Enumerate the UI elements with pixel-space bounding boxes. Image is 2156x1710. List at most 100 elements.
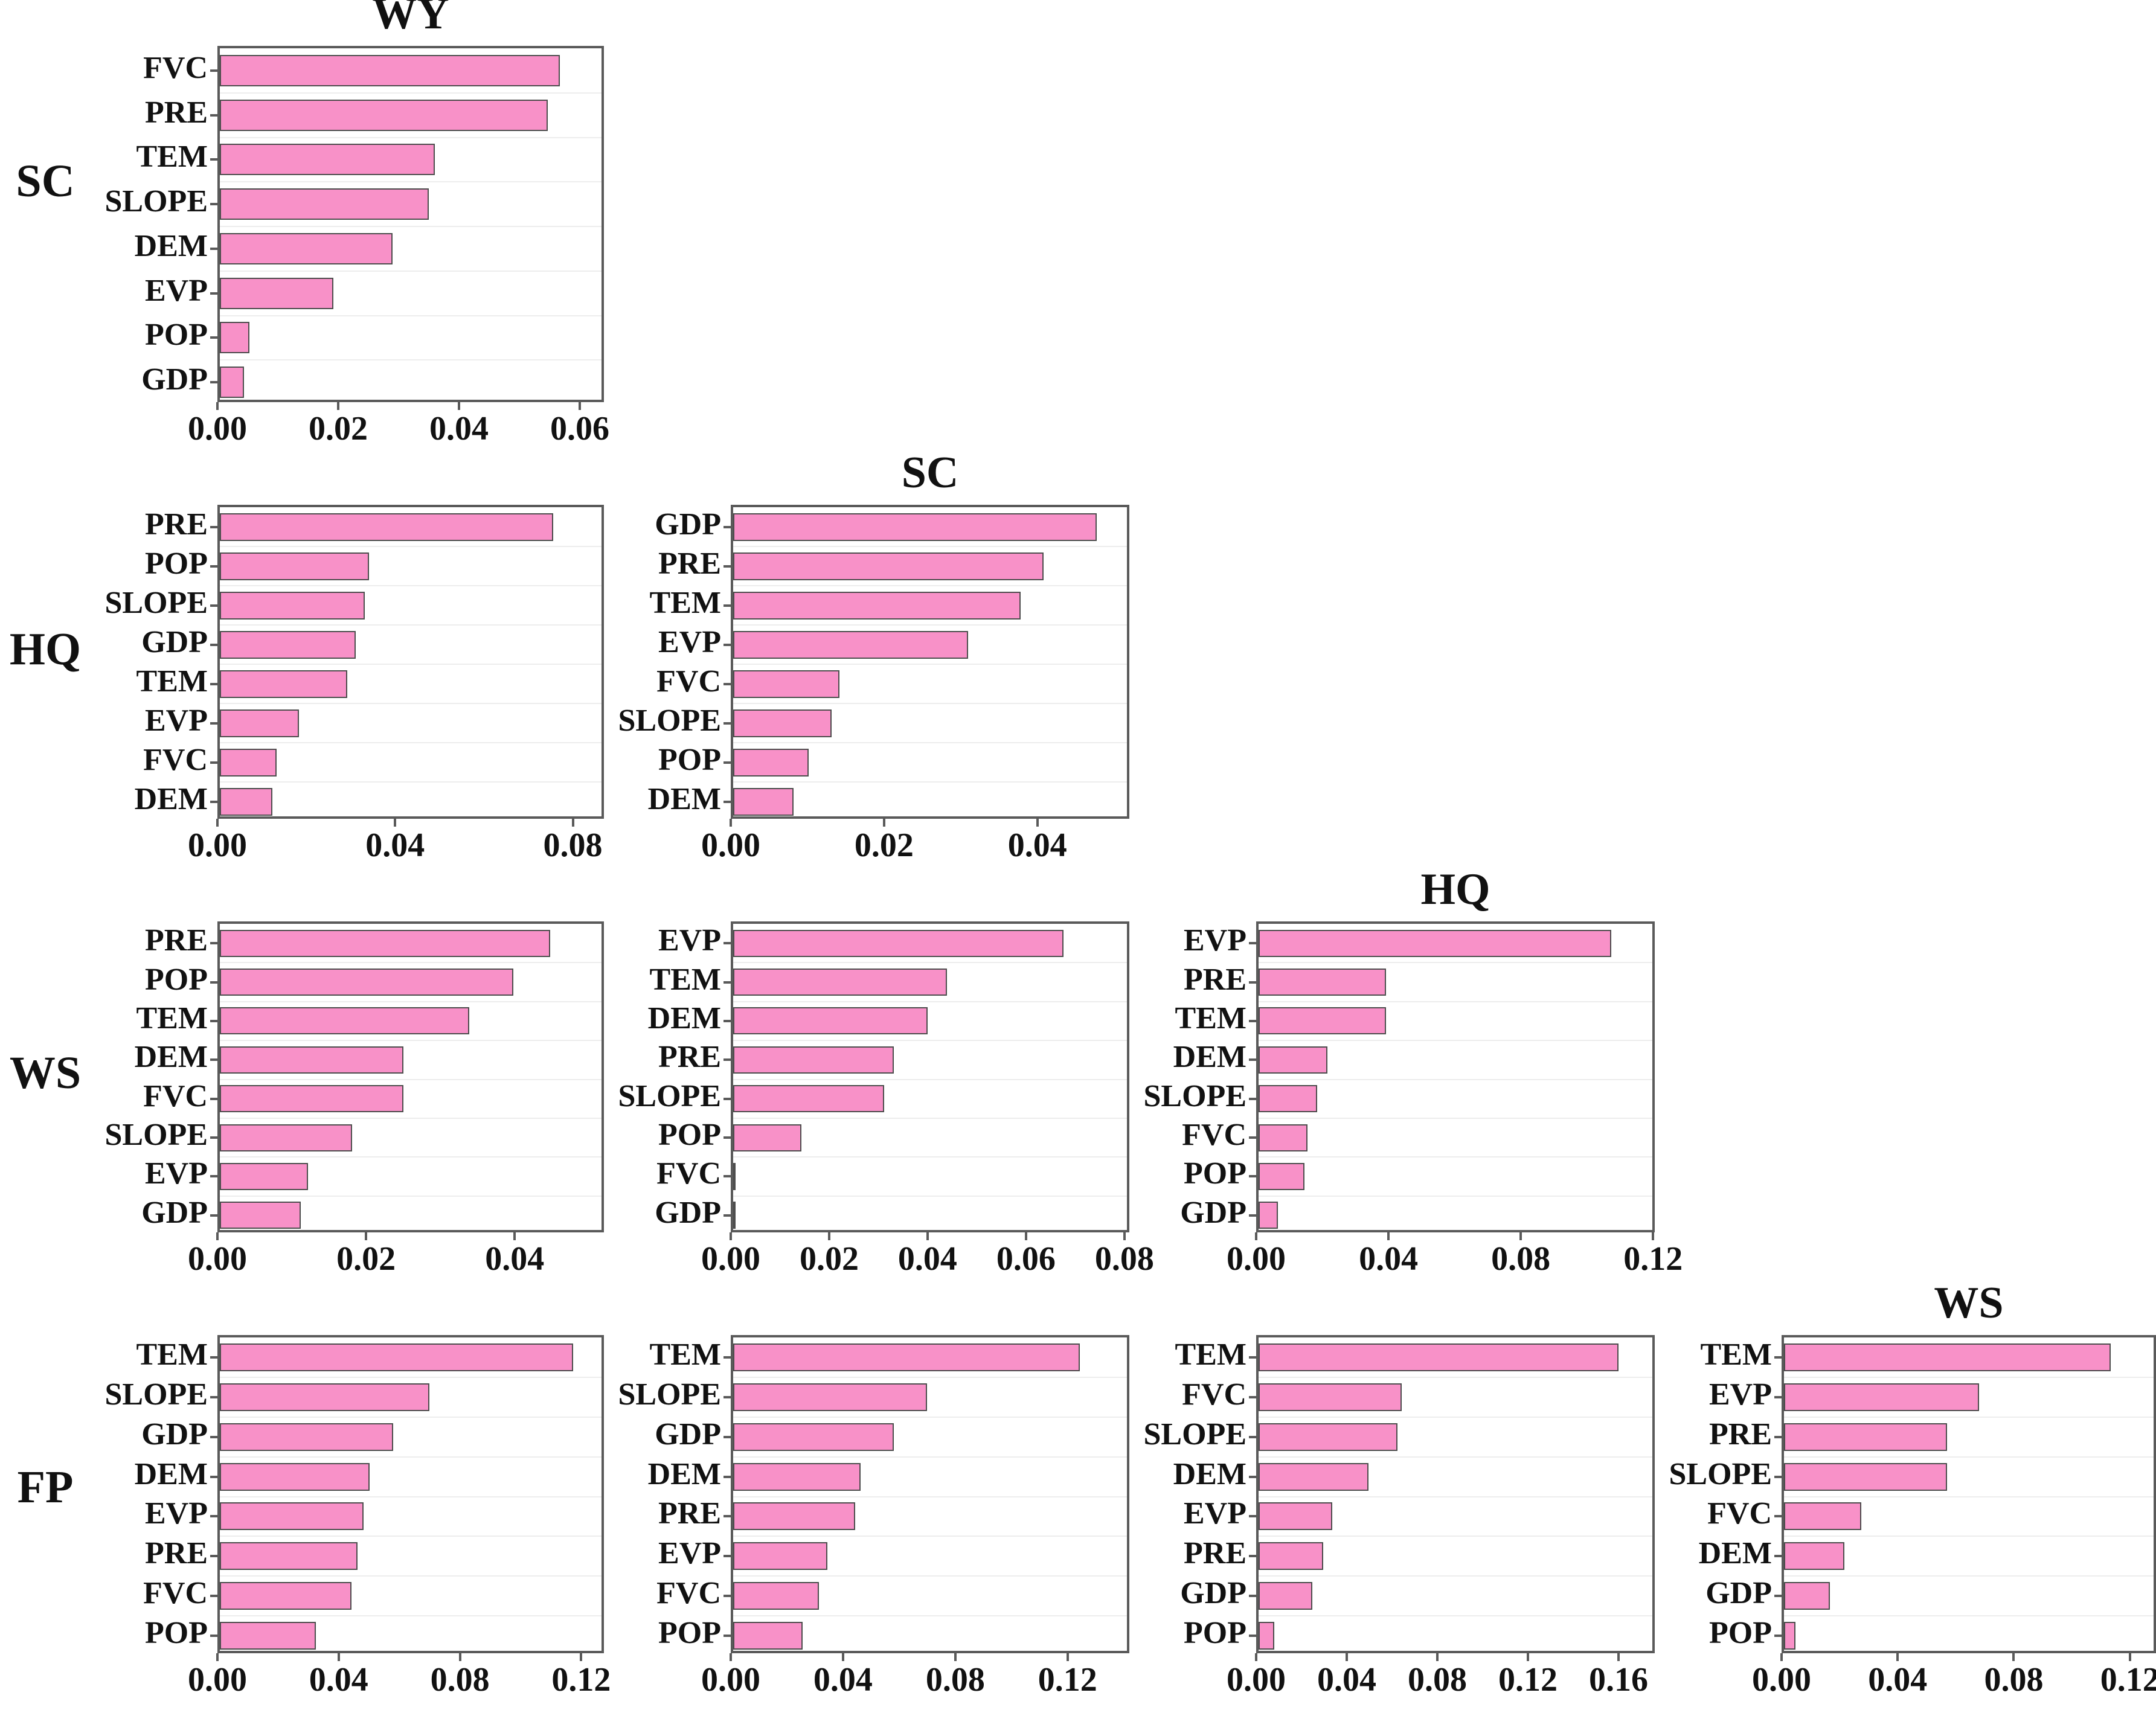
- plot-column: 0.00 0.04 0.08: [188, 505, 604, 873]
- y-axis-labels: EVP TEM DEM PRE SLOPE POP FVC GDP: [604, 921, 731, 1232]
- bar-fvc: [220, 55, 560, 86]
- gridline: [220, 546, 602, 547]
- x-tick-label: 0.02: [336, 1240, 396, 1278]
- chart-body: TEM EVP PRE SLOPE FVC DEM GDP POP 0.00 0.04 0.08 0.…: [1655, 1335, 2156, 1708]
- plot-column: 0.00 0.04 0.08 0.12: [1752, 1335, 2156, 1708]
- chart-body: TEM FVC SLOPE DEM EVP PRE GDP POP 0.00 0.04 0.08 0.…: [1129, 1335, 1655, 1708]
- category-label: SLOPE: [618, 703, 722, 738]
- y-axis-labels: PRE POP TEM DEM FVC SLOPE EVP GDP: [91, 921, 217, 1232]
- x-tick-label: 0.00: [1227, 1661, 1286, 1699]
- bar-dem: [220, 1046, 403, 1074]
- chart-body: EVP TEM DEM PRE SLOPE POP FVC GDP 0.00 0.02 0.04 0.…: [604, 921, 1154, 1287]
- x-axis: 0.00 0.04 0.08 0.12 0.16: [1227, 1653, 1655, 1708]
- plot-column: 0.00 0.02 0.04 0.06: [188, 46, 609, 456]
- category-label: GDP: [141, 1417, 208, 1452]
- plot-area: [723, 921, 1129, 1232]
- bar-pop: [1259, 1622, 1274, 1650]
- y-tick-mark: [723, 1214, 731, 1217]
- category-label: FVC: [1182, 1377, 1246, 1412]
- x-tick-mark: [926, 1232, 929, 1240]
- category-label: SLOPE: [104, 585, 208, 620]
- x-axis: 0.00 0.02 0.04: [188, 1232, 604, 1287]
- x-tick-mark: [579, 402, 581, 410]
- y-tick-mark: [1249, 1595, 1256, 1597]
- x-axis: 0.00 0.02 0.04 0.06: [188, 402, 609, 456]
- category-label: TEM: [1175, 1001, 1246, 1036]
- x-tick-mark: [1255, 1653, 1257, 1661]
- gridline: [220, 1417, 602, 1418]
- x-tick-label: 0.04: [365, 827, 425, 864]
- x-tick-mark: [1255, 1232, 1257, 1240]
- gridline: [220, 315, 602, 316]
- y-tick-mark: [723, 644, 731, 646]
- category-label: DEM: [134, 781, 208, 816]
- category-label: GDP: [1180, 1576, 1246, 1611]
- bar-fvc: [220, 1085, 403, 1112]
- gridline: [1259, 1196, 1652, 1197]
- row-label-fp: FP: [17, 1462, 74, 1513]
- x-tick-mark: [216, 402, 219, 410]
- x-tick-mark: [1617, 1653, 1620, 1661]
- category-label: PRE: [658, 1496, 721, 1531]
- x-tick-mark: [513, 1232, 516, 1240]
- gridline: [1259, 1040, 1652, 1041]
- gridline: [1784, 1417, 2154, 1418]
- x-tick-mark: [1519, 1232, 1522, 1240]
- x-axis: 0.00 0.04 0.08: [188, 819, 604, 873]
- gridline: [220, 92, 602, 94]
- category-label: FVC: [143, 1576, 208, 1611]
- bar-dem: [1259, 1463, 1368, 1491]
- x-tick-mark: [730, 1232, 732, 1240]
- x-tick-mark: [1123, 1232, 1126, 1240]
- gridline: [733, 1001, 1127, 1002]
- y-tick-mark: [723, 683, 731, 685]
- row-label-hq: HQ: [9, 623, 82, 674]
- x-tick-label: 0.04: [897, 1240, 957, 1278]
- bar-pop: [220, 322, 250, 353]
- x-tick-label: 0.04: [1359, 1240, 1419, 1278]
- row-label-sc: SC: [16, 155, 75, 207]
- x-tick-mark: [337, 1653, 340, 1661]
- x-tick-mark: [954, 1653, 957, 1661]
- bar-slope: [220, 1383, 429, 1411]
- y-axis-labels: TEM SLOPE GDP DEM EVP PRE FVC POP: [91, 1335, 217, 1653]
- category-label: FVC: [656, 1576, 721, 1611]
- bar-gdp: [1784, 1582, 1830, 1610]
- x-axis: 0.00 0.02 0.04 0.06 0.08: [701, 1232, 1154, 1287]
- y-tick-mark: [210, 248, 217, 250]
- bar-pop: [1259, 1163, 1304, 1190]
- y-tick-mark: [210, 1476, 217, 1478]
- x-tick-label: 0.08: [1094, 1240, 1154, 1278]
- y-tick-mark: [1249, 1436, 1256, 1438]
- y-tick-mark: [210, 981, 217, 984]
- bar-fvc: [1259, 1124, 1308, 1151]
- gridline: [1259, 1615, 1652, 1616]
- category-label: EVP: [145, 273, 208, 308]
- bar-pre: [220, 930, 550, 957]
- bar-pre: [1259, 1542, 1324, 1570]
- panel-title: HQ: [1420, 865, 1490, 914]
- bar-slope: [733, 709, 832, 737]
- plot-area: [1249, 921, 1655, 1232]
- gridline: [733, 546, 1127, 547]
- x-tick-label: 0.00: [701, 827, 760, 864]
- bar-gdp: [1259, 1202, 1279, 1229]
- panel-title: WS: [1934, 1278, 2004, 1328]
- category-label: SLOPE: [104, 1118, 208, 1153]
- bar-evp: [733, 1542, 828, 1570]
- x-tick-mark: [827, 1232, 830, 1240]
- gridline: [1259, 962, 1652, 963]
- bar-gdp: [733, 1202, 736, 1229]
- y-axis-labels: TEM FVC SLOPE DEM EVP PRE GDP POP: [1129, 1335, 1256, 1653]
- y-tick-mark: [723, 722, 731, 725]
- bar-slope: [220, 592, 365, 620]
- x-tick-label: 0.12: [1623, 1240, 1683, 1278]
- y-tick-mark: [723, 1396, 731, 1398]
- category-label: EVP: [145, 1156, 208, 1191]
- y-tick-mark: [210, 1635, 217, 1637]
- plot-area: [210, 46, 604, 402]
- category-label: PRE: [658, 1040, 721, 1075]
- bar-tem: [1259, 1343, 1619, 1371]
- bar-pre: [220, 513, 554, 541]
- bar-pop: [733, 1622, 803, 1650]
